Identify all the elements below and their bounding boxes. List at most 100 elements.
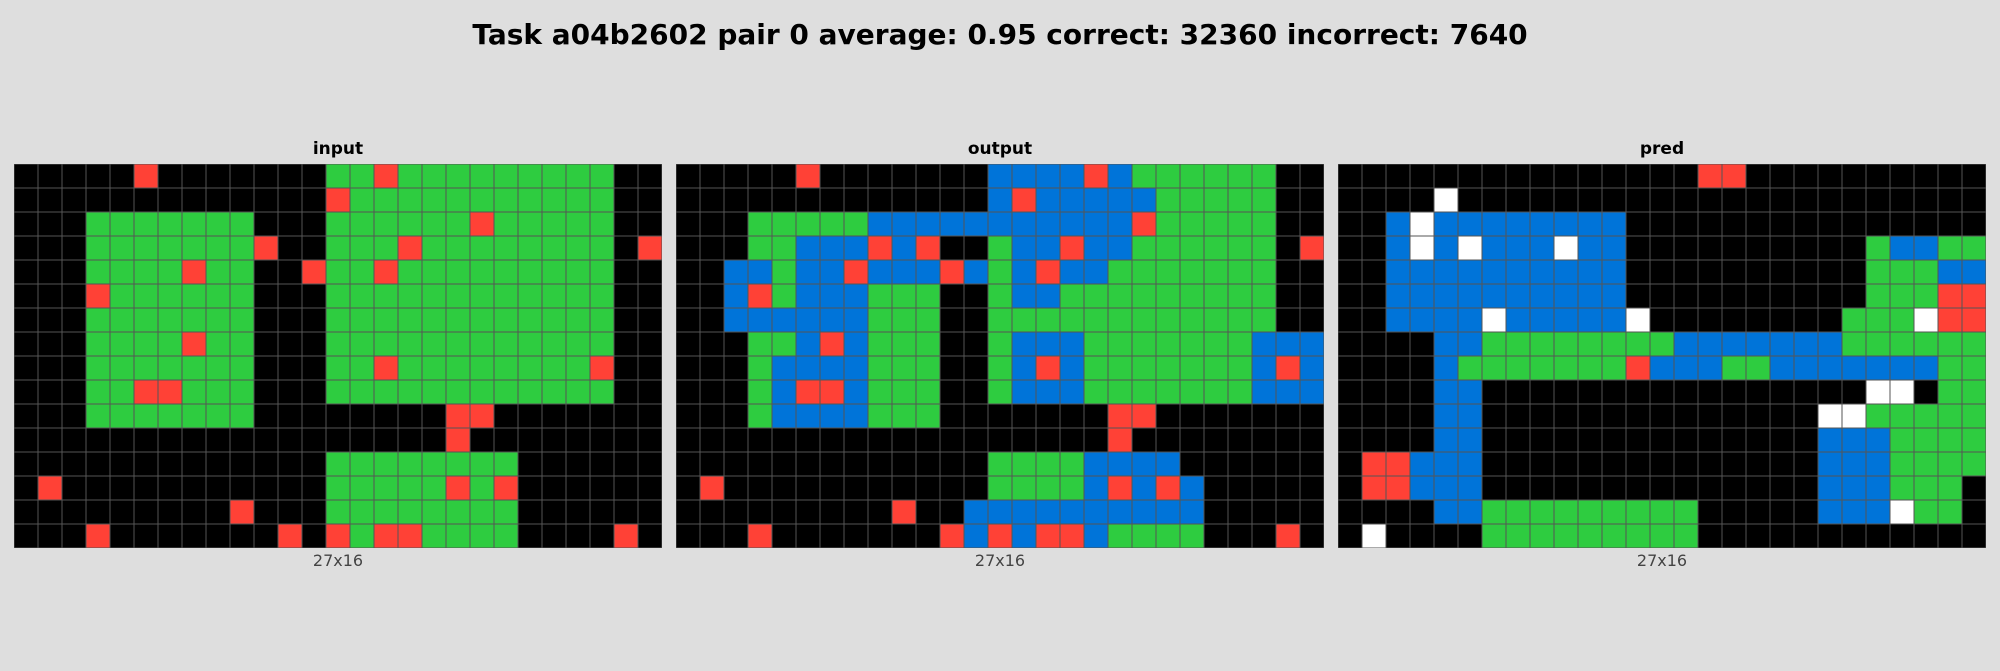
- grid-cell: [1913, 451, 1939, 477]
- grid-cell: [819, 403, 845, 429]
- grid-cell: [1251, 283, 1277, 309]
- grid-cell: [637, 427, 662, 453]
- grid-cell: [1011, 235, 1037, 261]
- grid-cell: [676, 164, 701, 189]
- grid-cell: [157, 187, 183, 213]
- grid-cell: [37, 211, 63, 237]
- grid-cell: [1361, 523, 1387, 548]
- grid-cell: [109, 523, 135, 548]
- grid-cell: [637, 164, 662, 189]
- grid-cell: [1937, 259, 1963, 285]
- grid-cell: [1961, 307, 1986, 333]
- grid-cell: [85, 259, 111, 285]
- grid-cell: [1745, 187, 1771, 213]
- grid-cell: [493, 403, 519, 429]
- grid-cell: [1529, 211, 1555, 237]
- grid-cell: [373, 523, 399, 548]
- grid-cell: [1011, 523, 1037, 548]
- grid-cell: [1673, 187, 1699, 213]
- grid-cell: [1601, 164, 1627, 189]
- grid-cell: [795, 164, 821, 189]
- grid-cell: [1299, 164, 1324, 189]
- grid-cell: [205, 379, 231, 405]
- grid-cell: [1083, 331, 1109, 357]
- grid-cell: [1203, 307, 1229, 333]
- grid-cell: [1457, 164, 1483, 189]
- input-grid: [14, 164, 662, 548]
- grid-cell: [445, 379, 471, 405]
- grid-cell: [133, 307, 159, 333]
- grid-cell: [771, 259, 797, 285]
- grid-cell: [1673, 259, 1699, 285]
- grid-cell: [1299, 259, 1324, 285]
- grid-cell: [699, 403, 725, 429]
- grid-cell: [891, 187, 917, 213]
- grid-cell: [1721, 283, 1747, 309]
- grid-cell: [1817, 379, 1843, 405]
- grid-cell: [613, 235, 639, 261]
- grid-cell: [1505, 164, 1531, 189]
- grid-cell: [133, 475, 159, 501]
- grid-cell: [723, 331, 749, 357]
- grid-cell: [1227, 235, 1253, 261]
- grid-cell: [493, 379, 519, 405]
- grid-cell: [1673, 499, 1699, 525]
- grid-cell: [843, 475, 869, 501]
- grid-cell: [133, 164, 159, 189]
- grid-cell: [1107, 523, 1133, 548]
- grid-cell: [1841, 164, 1867, 189]
- grid-cell: [373, 211, 399, 237]
- grid-cell: [1457, 427, 1483, 453]
- grid-cell: [1553, 283, 1579, 309]
- grid-cell: [1529, 403, 1555, 429]
- grid-cell: [1865, 235, 1891, 261]
- grid-cell: [891, 427, 917, 453]
- grid-cell: [1251, 211, 1277, 237]
- grid-cell: [349, 283, 375, 309]
- grid-cell: [1361, 451, 1387, 477]
- grid-cell: [1961, 211, 1986, 237]
- grid-cell: [325, 499, 351, 525]
- grid-cell: [133, 259, 159, 285]
- grid-cell: [795, 259, 821, 285]
- grid-cell: [565, 164, 591, 189]
- grid-cell: [676, 187, 701, 213]
- input-panel-title: input: [312, 139, 364, 159]
- grid-cell: [676, 259, 701, 285]
- grid-cell: [1865, 355, 1891, 381]
- grid-cell: [1505, 427, 1531, 453]
- grid-cell: [1673, 355, 1699, 381]
- grid-cell: [349, 187, 375, 213]
- grid-cell: [1553, 235, 1579, 261]
- grid-cell: [819, 427, 845, 453]
- grid-cell: [1529, 331, 1555, 357]
- grid-cell: [1841, 211, 1867, 237]
- grid-cell: [1011, 499, 1037, 525]
- grid-cell: [1745, 235, 1771, 261]
- grid-cell: [85, 451, 111, 477]
- grid-cell: [373, 451, 399, 477]
- grid-cell: [1338, 235, 1363, 261]
- grid-cell: [747, 331, 773, 357]
- grid-cell: [1505, 259, 1531, 285]
- grid-cell: [1083, 259, 1109, 285]
- grid-cell: [1155, 307, 1181, 333]
- grid-cell: [1553, 475, 1579, 501]
- grid-cell: [445, 211, 471, 237]
- grid-cell: [1251, 475, 1277, 501]
- grid-cell: [157, 164, 183, 189]
- grid-cell: [1059, 475, 1085, 501]
- grid-cell: [1721, 307, 1747, 333]
- grid-cell: [843, 451, 869, 477]
- grid-cell: [1203, 235, 1229, 261]
- grid-cell: [565, 499, 591, 525]
- grid-cell: [843, 499, 869, 525]
- grid-cell: [771, 331, 797, 357]
- grid-cell: [963, 499, 989, 525]
- grid-cell: [1793, 451, 1819, 477]
- grid-cell: [699, 331, 725, 357]
- grid-cell: [1338, 427, 1363, 453]
- grid-cell: [1227, 523, 1253, 548]
- grid-cell: [1481, 451, 1507, 477]
- grid-cell: [157, 211, 183, 237]
